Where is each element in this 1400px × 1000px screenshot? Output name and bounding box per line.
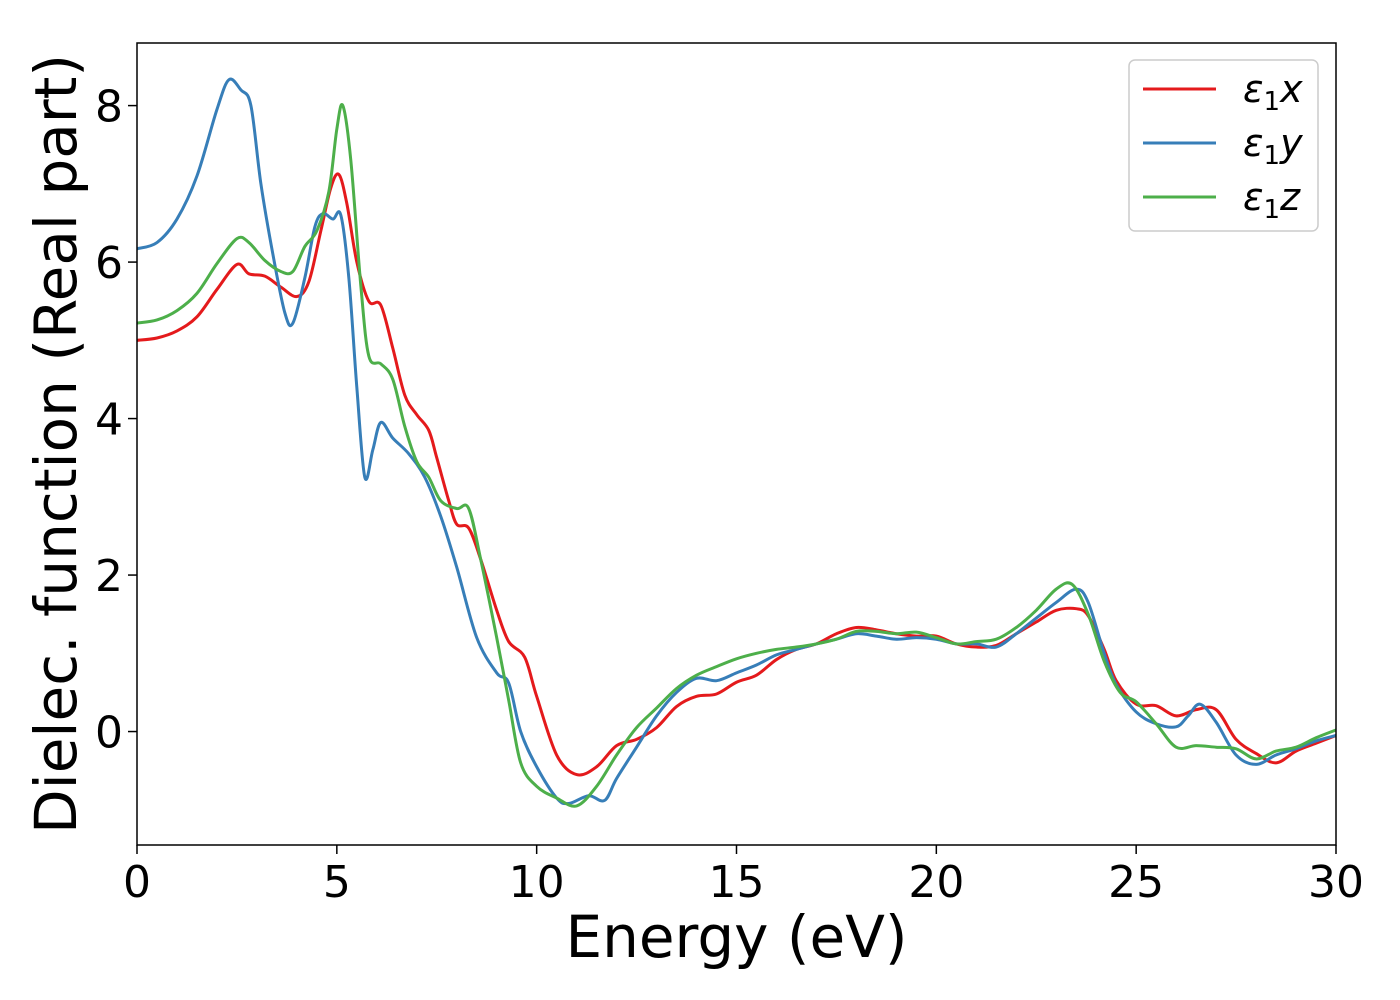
x-tick-label: 20 xyxy=(908,857,964,908)
legend-label-y: ε1y xyxy=(1243,121,1303,171)
series-line-y xyxy=(137,77,1336,806)
legend-label-z: ε1z xyxy=(1243,175,1301,225)
x-tick-label: 15 xyxy=(709,857,765,908)
x-tick-label: 0 xyxy=(123,857,151,908)
y-tick-label: 0 xyxy=(95,708,123,759)
legend-label-x: ε1x xyxy=(1243,67,1303,117)
x-tick-label: 5 xyxy=(323,857,351,908)
x-tick-label: 30 xyxy=(1308,857,1364,908)
series-line-x xyxy=(137,172,1336,777)
y-tick-label: 2 xyxy=(95,551,123,602)
x-axis: 0 5 10 15 20 25 30 xyxy=(123,845,1364,908)
y-tick-label: 4 xyxy=(95,395,123,446)
x-tick-label: 25 xyxy=(1108,857,1164,908)
y-axis: 0 2 4 6 8 xyxy=(95,82,137,759)
plot-area xyxy=(137,77,1336,808)
series-line-z xyxy=(137,103,1336,808)
y-axis-title: Dielec. function (Real part) xyxy=(22,54,90,834)
x-axis-title: Energy (eV) xyxy=(565,903,907,971)
x-tick-label: 10 xyxy=(509,857,565,908)
plot-frame xyxy=(136,42,1337,846)
legend-box xyxy=(1128,59,1319,232)
y-tick-label: 8 xyxy=(95,82,123,133)
y-tick-label: 6 xyxy=(95,238,123,289)
